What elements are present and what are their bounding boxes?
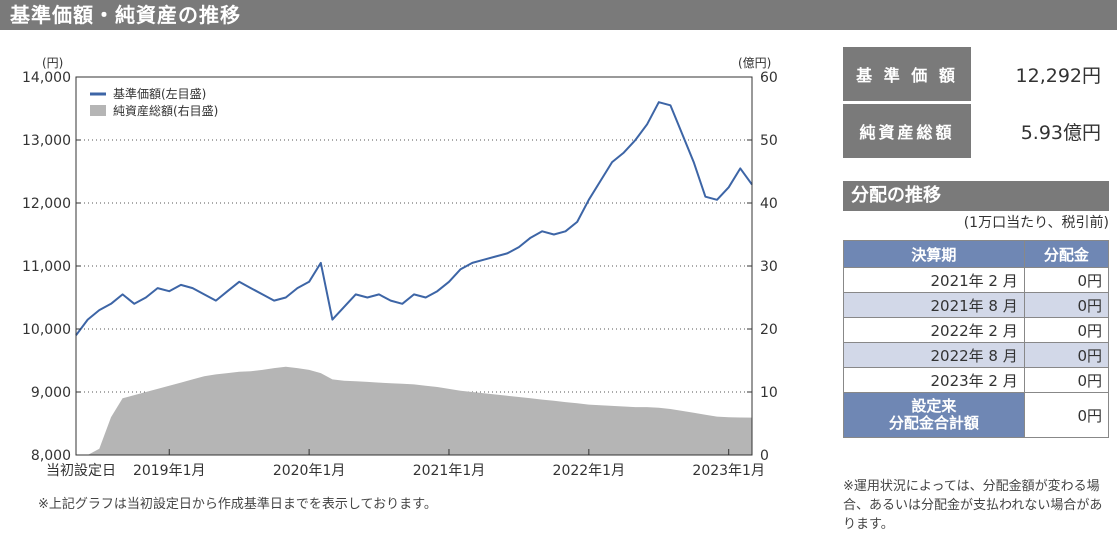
- col-amount: 分配金: [1023, 240, 1110, 268]
- row-period: 2021年 8 月: [843, 292, 1025, 318]
- assets-value: 5.93億円: [971, 104, 1109, 158]
- chart-footnote: ※上記グラフは当初設定日から作成基準日までを表示しております。: [38, 497, 437, 512]
- table-row: 2021年 8 月 0円: [843, 292, 1110, 318]
- row-amount: 0円: [1023, 317, 1110, 343]
- row-amount: 0円: [1023, 342, 1110, 368]
- distribution-title: 分配の推移: [843, 181, 1109, 211]
- total-value: 0円: [1023, 392, 1110, 438]
- y-right-tick-label: 60: [760, 70, 778, 86]
- col-period: 決算期: [843, 240, 1025, 268]
- y-right-tick-label: 20: [760, 322, 778, 338]
- assets-summary: 純資産総額 5.93億円: [843, 104, 1109, 158]
- legend-assets-swatch: [90, 105, 106, 116]
- table-row: 2022年 2 月 0円: [843, 317, 1110, 343]
- y-right-tick-label: 0: [760, 448, 769, 464]
- distribution-header-row: 決算期 分配金: [843, 240, 1110, 268]
- chart-grid: [76, 139, 752, 393]
- y-left-tick-label: 11,000: [22, 259, 71, 275]
- assets-label: 純資産総額: [843, 104, 971, 158]
- nav-chart: 8,000 9,000 10,000 11,000 12,000 13,000 14,000…: [22, 56, 778, 479]
- nav-line-layer: [75, 101, 753, 336]
- chart-axes: 8,000 9,000 10,000 11,000 12,000 13,000 14,000…: [22, 56, 778, 479]
- y-right-tick-label: 40: [760, 196, 778, 212]
- y-right-tick-label: 10: [760, 385, 778, 401]
- total-label: 設定来 分配金合計額: [843, 392, 1025, 438]
- total-label-line1: 設定来: [911, 397, 957, 415]
- row-period: 2021年 2 月: [843, 267, 1025, 293]
- total-row: 設定来 分配金合計額 0円: [843, 392, 1110, 438]
- nav-summary: 基 準 価 額 12,292円: [843, 47, 1109, 101]
- y-left-tick-label: 14,000: [22, 70, 71, 86]
- table-row: 2021年 2 月 0円: [843, 267, 1110, 293]
- x-tick-label: 2019年1月: [133, 463, 206, 479]
- row-amount: 0円: [1023, 267, 1110, 293]
- legend-nav-label: 基準価額(左目盛): [113, 86, 206, 101]
- distribution-footnote: ※運用状況によっては、分配金額が変わる場合、あるいは分配金が支払われない場合があ…: [843, 479, 1103, 532]
- distribution-table: 決算期 分配金 2021年 2 月 0円 2021年 8 月 0円 2022年 …: [843, 240, 1110, 438]
- section-title: 基準価額・純資産の推移: [0, 0, 1117, 30]
- row-period: 2022年 2 月: [843, 317, 1025, 343]
- distribution-note: (1万口当たり、税引前): [963, 215, 1109, 231]
- chart-legend: 基準価額(左目盛) 純資産総額(右目盛): [90, 86, 218, 118]
- y-left-unit: (円): [42, 56, 63, 70]
- y-right-unit: (億円): [738, 56, 771, 70]
- row-amount: 0円: [1023, 367, 1110, 393]
- y-left-tick-label: 12,000: [22, 196, 71, 212]
- x-tick-label: 2020年1月: [273, 463, 346, 479]
- row-period: 2022年 8 月: [843, 342, 1025, 368]
- y-right-tick-label: 30: [760, 259, 778, 275]
- y-left-tick-label: 13,000: [22, 133, 71, 149]
- y-right-tick-label: 50: [760, 133, 778, 149]
- x-tick-label: 2022年1月: [553, 463, 626, 479]
- assets-area: [76, 366, 752, 455]
- row-amount: 0円: [1023, 292, 1110, 318]
- y-left-tick-label: 10,000: [22, 322, 71, 338]
- x-tick-label: 2023年1月: [692, 463, 765, 479]
- x-tick-label: 当初設定日: [46, 462, 116, 479]
- legend-assets-label: 純資産総額(右目盛): [113, 103, 218, 118]
- assets-area-layer: [76, 366, 752, 455]
- row-period: 2023年 2 月: [843, 367, 1025, 393]
- total-label-line2: 分配金合計額: [888, 414, 979, 432]
- table-row: 2023年 2 月 0円: [843, 367, 1110, 393]
- nav-value: 12,292円: [971, 47, 1109, 101]
- table-row: 2022年 8 月 0円: [843, 342, 1110, 368]
- nav-line: [75, 101, 753, 336]
- y-left-tick-label: 9,000: [31, 385, 71, 401]
- nav-label: 基 準 価 額: [843, 47, 971, 101]
- y-left-tick-label: 8,000: [31, 448, 71, 464]
- x-tick-label: 2021年1月: [413, 463, 486, 479]
